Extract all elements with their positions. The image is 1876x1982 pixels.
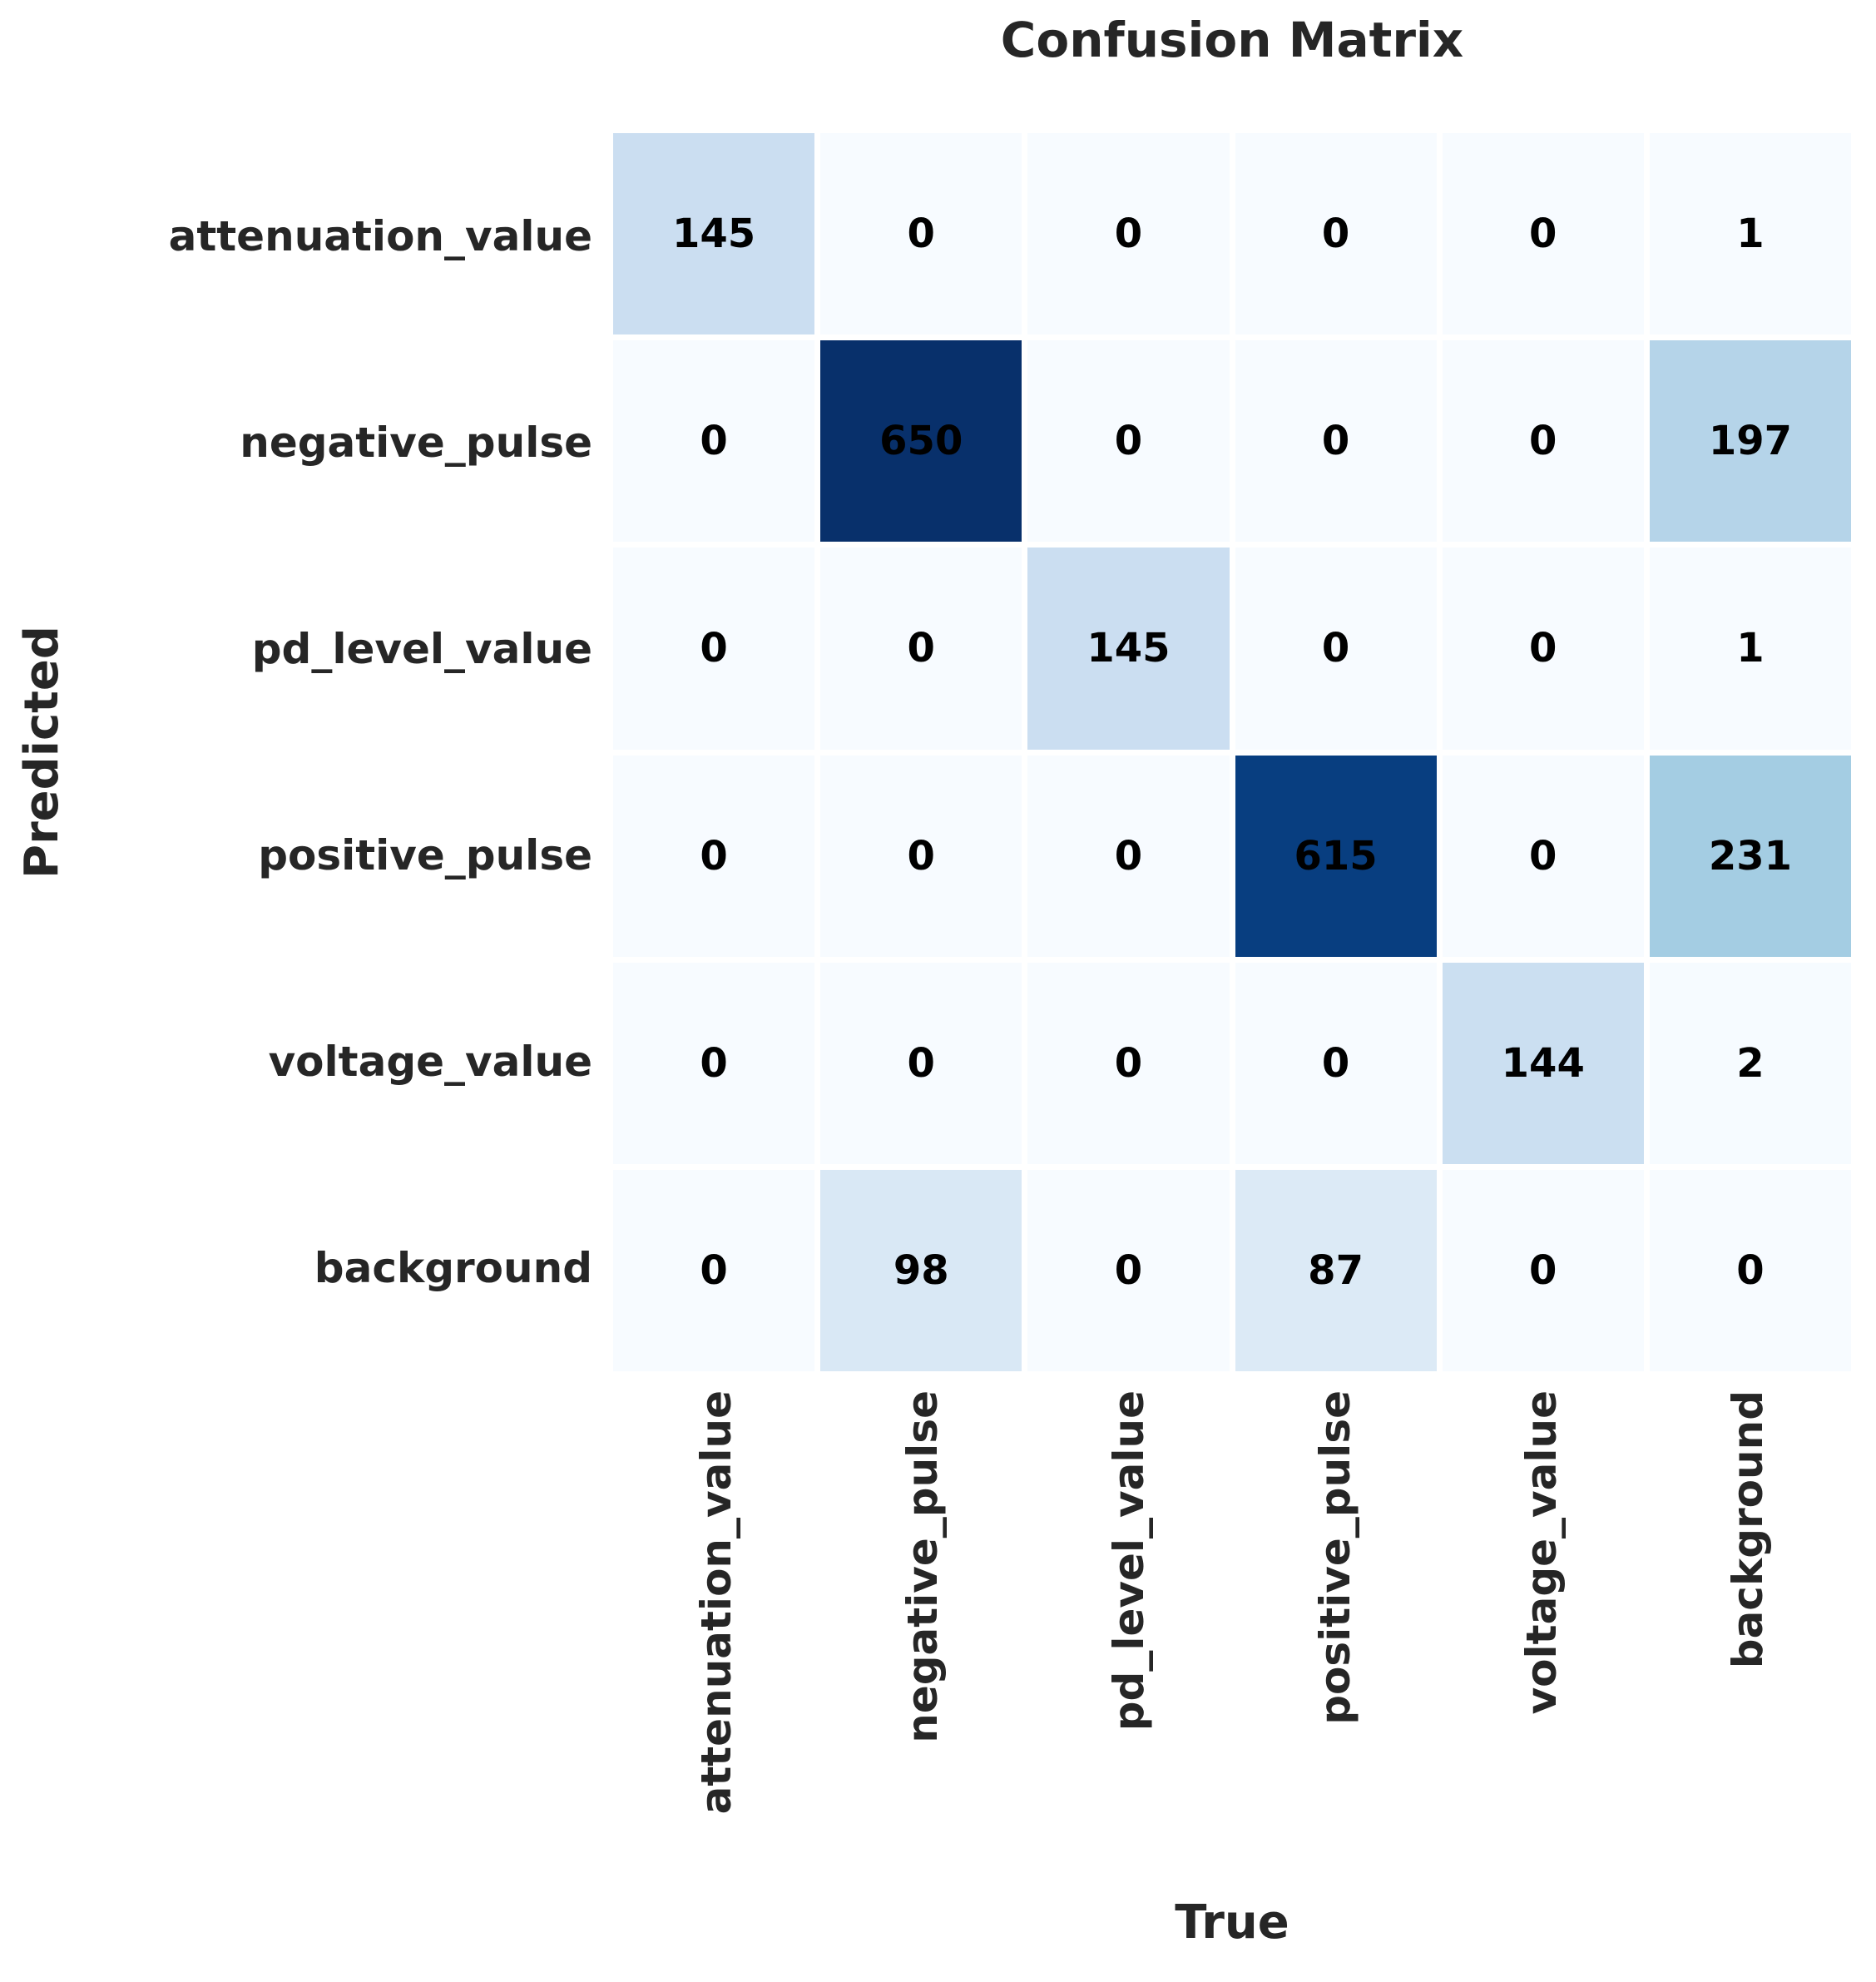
cell-value: 0 [907, 211, 935, 258]
heatmap-cell: 0 [820, 962, 1022, 1164]
heatmap-cell: 144 [1442, 962, 1644, 1164]
row-tick-label: attenuation_value [168, 212, 592, 260]
cell-value: 0 [907, 1039, 935, 1087]
heatmap-cell: 2 [1649, 962, 1851, 1164]
cell-value: 0 [1529, 1246, 1557, 1294]
row-tick-label: pd_level_value [251, 625, 592, 673]
cell-value: 0 [1114, 1246, 1143, 1294]
row-tick-label: negative_pulse [240, 419, 592, 467]
heatmap-cell: 0 [1235, 133, 1437, 335]
row-tick-label: voltage_value [268, 1038, 592, 1086]
heatmap-cell: 197 [1649, 340, 1851, 543]
heatmap-cell: 231 [1649, 755, 1851, 957]
heatmap-cell: 0 [820, 755, 1022, 957]
heatmap-cell: 0 [1235, 962, 1437, 1164]
heatmap-grid: 145 0 0 0 0 1 0 650 0 0 0 197 0 0 145 0 0 1 0 0 0 615 0 231 0 0 0 0… [613, 133, 1851, 1371]
cell-value: 1 [1736, 625, 1765, 672]
heatmap-cell: 98 [820, 1169, 1022, 1371]
heatmap-cell: 1 [1649, 133, 1851, 335]
cell-value: 0 [1736, 1246, 1765, 1294]
col-tick-label: attenuation_value [692, 1390, 740, 1815]
cell-value: 0 [1114, 1039, 1143, 1087]
cell-value: 2 [1736, 1039, 1765, 1087]
cell-value: 145 [671, 211, 756, 258]
cell-value: 144 [1501, 1039, 1585, 1087]
heatmap-cell: 0 [1442, 548, 1644, 750]
cell-value: 0 [1321, 418, 1350, 465]
heatmap-cell: 0 [1442, 755, 1644, 957]
x-axis-label: True [1175, 1895, 1289, 1950]
col-tick-label: background [1724, 1390, 1772, 1669]
cell-value: 0 [1114, 832, 1143, 880]
row-tick-label: positive_pulse [258, 831, 592, 880]
heatmap-cell: 0 [1649, 1169, 1851, 1371]
cell-value: 0 [700, 832, 728, 880]
heatmap-cell: 0 [613, 548, 815, 750]
cell-value: 0 [1321, 211, 1350, 258]
heatmap-cell: 145 [1027, 548, 1230, 750]
cell-value: 0 [1114, 418, 1143, 465]
cell-value: 0 [1321, 1039, 1350, 1087]
cell-value: 0 [700, 625, 728, 672]
heatmap-cell: 0 [1442, 1169, 1644, 1371]
heatmap-cell: 0 [820, 548, 1022, 750]
heatmap-cell: 0 [1235, 548, 1437, 750]
heatmap-cell: 0 [613, 962, 815, 1164]
col-tick-label: positive_pulse [1311, 1390, 1359, 1725]
heatmap-cell: 0 [1027, 962, 1230, 1164]
cell-value: 0 [700, 1039, 728, 1087]
row-tick-label: background [314, 1244, 592, 1292]
cell-value: 0 [907, 625, 935, 672]
cell-value: 145 [1086, 625, 1171, 672]
heatmap-cell: 0 [613, 340, 815, 543]
cell-value: 0 [1529, 418, 1557, 465]
heatmap-cell: 0 [820, 133, 1022, 335]
heatmap-cell: 0 [1027, 340, 1230, 543]
heatmap-cell: 1 [1649, 548, 1851, 750]
cell-value: 98 [893, 1246, 949, 1294]
cell-value: 650 [879, 418, 963, 465]
cell-value: 0 [1529, 625, 1557, 672]
heatmap-cell: 650 [820, 340, 1022, 543]
heatmap-cell: 0 [613, 755, 815, 957]
cell-value: 0 [700, 418, 728, 465]
cell-value: 0 [1529, 832, 1557, 880]
heatmap-cell: 0 [613, 1169, 815, 1371]
cell-value: 197 [1708, 418, 1793, 465]
heatmap-cell: 0 [1027, 755, 1230, 957]
cell-value: 1 [1736, 211, 1765, 258]
cell-value: 0 [1114, 211, 1143, 258]
col-tick-label: voltage_value [1517, 1390, 1566, 1715]
cell-value: 0 [700, 1246, 728, 1294]
chart-title: Confusion Matrix [1000, 12, 1464, 68]
cell-value: 0 [907, 832, 935, 880]
heatmap-cell: 0 [1027, 133, 1230, 335]
heatmap-cell: 145 [613, 133, 815, 335]
heatmap-cell: 0 [1442, 133, 1644, 335]
cell-value: 87 [1308, 1246, 1364, 1294]
heatmap-cell: 0 [1442, 340, 1644, 543]
cell-value: 0 [1529, 211, 1557, 258]
col-tick-label: pd_level_value [1105, 1390, 1153, 1732]
cell-value: 231 [1708, 832, 1793, 880]
heatmap-cell: 0 [1235, 340, 1437, 543]
cell-value: 0 [1321, 625, 1350, 672]
cell-value: 615 [1294, 832, 1378, 880]
col-tick-label: negative_pulse [898, 1390, 947, 1743]
heatmap-cell: 0 [1027, 1169, 1230, 1371]
heatmap-cell: 87 [1235, 1169, 1437, 1371]
heatmap-cell: 615 [1235, 755, 1437, 957]
